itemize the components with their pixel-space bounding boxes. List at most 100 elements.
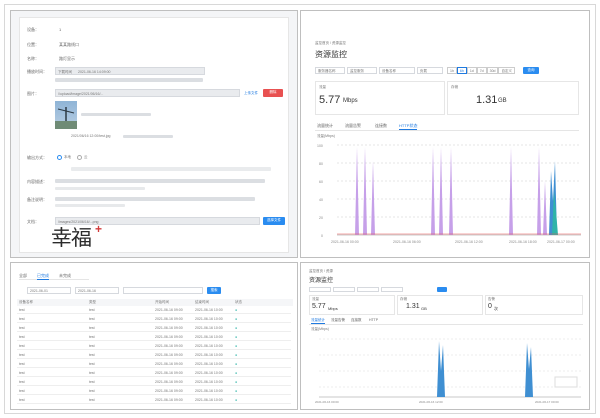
table-row[interactable]: test test 2021-06-16 09:00 2021-06-16 10:00… bbox=[17, 388, 291, 395]
table-cell: 2021-06-16 10:00 bbox=[195, 326, 223, 330]
range-6h[interactable]: 6h bbox=[456, 67, 467, 74]
tab-traffic-2[interactable]: 流量统计 bbox=[311, 318, 325, 324]
delete-button[interactable]: 删除 bbox=[263, 89, 283, 97]
filter-2d[interactable] bbox=[381, 287, 403, 292]
filter-service-label: 监控服务 bbox=[350, 69, 364, 73]
table-row[interactable]: test test 2021-06-16 09:00 2021-06-16 10:00… bbox=[17, 361, 291, 368]
image-path-field[interactable]: //upload/image/2021/06/16/... bbox=[55, 89, 240, 97]
metric-storage-label-2: 存储 bbox=[400, 297, 407, 301]
table-cell: 2021-06-16 10:00 bbox=[195, 317, 223, 321]
date-to-value: 2021-06-16 bbox=[78, 289, 96, 293]
spike-7 bbox=[509, 147, 513, 235]
table-cell: 2021-06-16 10:00 bbox=[195, 380, 223, 384]
area-teal bbox=[552, 191, 558, 235]
query-button-2[interactable] bbox=[437, 287, 447, 292]
filter-2b[interactable] bbox=[333, 287, 355, 292]
table-cell: ● bbox=[235, 389, 238, 393]
tab-http-2[interactable]: HTTP bbox=[369, 318, 379, 322]
metric-traffic-label: 流量 bbox=[319, 85, 326, 89]
time-prefix: 下载时间 bbox=[58, 70, 72, 74]
query-button[interactable]: 查询 bbox=[523, 67, 539, 74]
time-field[interactable]: 下载时间 2021-06-16 14:09:00 bbox=[55, 67, 205, 75]
table-cell: 2021-06-16 10:00 bbox=[195, 389, 223, 393]
page-title-2: 资源监控 bbox=[309, 278, 334, 284]
choose-file-button[interactable]: 选择文件 bbox=[263, 217, 285, 225]
upload-link[interactable]: 上传文件 bbox=[244, 91, 258, 95]
table-row[interactable]: test test 2021-06-16 09:00 2021-06-16 10:00… bbox=[17, 316, 291, 323]
range-30d[interactable]: 30d bbox=[486, 67, 499, 74]
table-cell: test bbox=[89, 335, 95, 339]
breadcrumb[interactable]: 监控首页 / 资源监控 bbox=[315, 41, 346, 45]
radio-cloud-label: 云 bbox=[84, 155, 88, 159]
label-remark: 备注说明： bbox=[27, 197, 47, 202]
table-row[interactable]: test test 2021-06-16 09:00 2021-06-16 10:00… bbox=[17, 379, 291, 386]
table-cell: test bbox=[19, 335, 25, 339]
range-7d[interactable]: 7d bbox=[476, 67, 487, 74]
table-cell: ● bbox=[235, 362, 238, 366]
table-row[interactable]: test test 2021-06-16 09:00 2021-06-16 10:00… bbox=[17, 343, 291, 350]
range-1h[interactable]: 1h bbox=[447, 67, 457, 74]
label-doc: 文档： bbox=[27, 219, 39, 224]
table-cell: 2021-06-16 09:00 bbox=[155, 389, 183, 393]
tab-alarm-2[interactable]: 流量告警 bbox=[331, 318, 345, 322]
table-cell: test bbox=[89, 326, 95, 330]
table-row[interactable]: test test 2021-06-16 09:00 2021-06-16 10:00… bbox=[17, 397, 291, 404]
metric-alarm-label: 告警 bbox=[488, 297, 495, 301]
search-button[interactable]: 搜索 bbox=[207, 287, 221, 294]
table-cell: test bbox=[89, 317, 95, 321]
x-tick-2-1: 2021-06-16 00:00 bbox=[315, 400, 339, 404]
tab-done[interactable]: 已完成 bbox=[37, 273, 49, 280]
range-1d[interactable]: 1d bbox=[466, 67, 477, 74]
table-row[interactable]: test test 2021-06-16 09:00 2021-06-16 10:00… bbox=[17, 325, 291, 332]
tab-connections[interactable]: 连接数 bbox=[375, 123, 387, 128]
filter-service[interactable]: 监控服务 bbox=[347, 67, 377, 74]
filter-2c[interactable] bbox=[357, 287, 379, 292]
tab-all[interactable]: 全部 bbox=[19, 273, 27, 278]
tab-traffic[interactable]: 流量统计 bbox=[317, 123, 333, 128]
output-desc-blurred bbox=[71, 167, 271, 171]
table-cell: ● bbox=[235, 353, 238, 357]
date-to-input[interactable]: 2021-06-16 bbox=[75, 287, 119, 294]
tab-alarm[interactable]: 流量告警 bbox=[345, 123, 361, 128]
table-cell: 2021-06-16 10:00 bbox=[195, 398, 223, 402]
table-row[interactable]: test test 2021-06-16 09:00 2021-06-16 10:00… bbox=[17, 370, 291, 377]
table-row[interactable]: test test 2021-06-16 09:00 2021-06-16 10:00… bbox=[17, 352, 291, 359]
filter-bar-2 bbox=[309, 287, 449, 292]
table-cell: test bbox=[19, 308, 25, 312]
filter-server[interactable]: 服务器名称 bbox=[315, 67, 345, 74]
radio-cloud[interactable] bbox=[77, 155, 82, 160]
x-tick-1: 2021-06-16 00:00 bbox=[331, 240, 359, 244]
table-row[interactable]: test test 2021-06-16 09:00 2021-06-16 10:00… bbox=[17, 334, 291, 341]
label-time: 播放时间： bbox=[27, 69, 47, 74]
spike-2 bbox=[363, 147, 367, 235]
range-custom[interactable]: 自定义 bbox=[498, 67, 515, 74]
table-cell: 2021-06-16 09:00 bbox=[155, 353, 183, 357]
metric-storage-value: 1.31 bbox=[476, 94, 498, 106]
image-path-value: //upload/image/2021/06/16/... bbox=[58, 92, 104, 96]
doc-path-field[interactable]: /images/2021/06/16/...png bbox=[55, 217, 260, 225]
metric-traffic-card: 流量 5.77 Mbps bbox=[315, 81, 445, 115]
table-cell: ● bbox=[235, 326, 238, 330]
monitor-panel-2: 监控首页 / 资源 资源监控 流量 5.77 Mbps 存储 1.31 GB 告… bbox=[300, 262, 590, 410]
tab-pending[interactable]: 未完成 bbox=[59, 273, 71, 278]
table-cell: 2021-06-16 10:00 bbox=[195, 335, 223, 339]
breadcrumb-2[interactable]: 监控首页 / 资源 bbox=[309, 269, 333, 273]
spike-8 bbox=[537, 147, 541, 235]
tab-connections-2[interactable]: 连接数 bbox=[351, 318, 362, 322]
filter-load[interactable]: 负载 bbox=[417, 67, 443, 74]
table-cell: 2021-06-16 10:00 bbox=[195, 362, 223, 366]
tab-http[interactable]: HTTP状态 bbox=[399, 123, 418, 130]
table-cell: ● bbox=[235, 398, 238, 402]
thumbnail-image bbox=[55, 101, 77, 129]
date-from-input[interactable]: 2021-06-01 bbox=[27, 287, 71, 294]
traffic-chart-2: 2021-06-16 00:00 2021-06-16 12:00 2021-0… bbox=[309, 331, 583, 407]
filter-2a[interactable] bbox=[309, 287, 331, 292]
radio-local[interactable] bbox=[57, 155, 62, 160]
table-cell: test bbox=[19, 380, 25, 384]
filter-device[interactable]: 设备名称 bbox=[379, 67, 415, 74]
page-title: 资源监控 bbox=[315, 50, 347, 59]
table-row[interactable]: test test 2021-06-16 09:00 2021-06-16 10:00… bbox=[17, 307, 291, 314]
keyword-input[interactable] bbox=[123, 287, 203, 294]
remark-blurred bbox=[55, 197, 255, 201]
chart-tabs-2: 流量统计 流量告警 连接数 HTTP bbox=[309, 318, 583, 325]
